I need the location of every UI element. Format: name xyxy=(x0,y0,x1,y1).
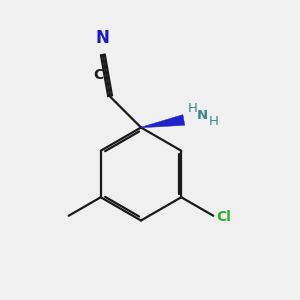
Polygon shape xyxy=(141,115,185,128)
Text: N: N xyxy=(95,29,109,47)
Text: N: N xyxy=(196,109,207,122)
Text: H: H xyxy=(187,102,197,115)
Text: C: C xyxy=(93,68,103,82)
Text: Cl: Cl xyxy=(216,210,231,224)
Text: H: H xyxy=(209,115,219,128)
